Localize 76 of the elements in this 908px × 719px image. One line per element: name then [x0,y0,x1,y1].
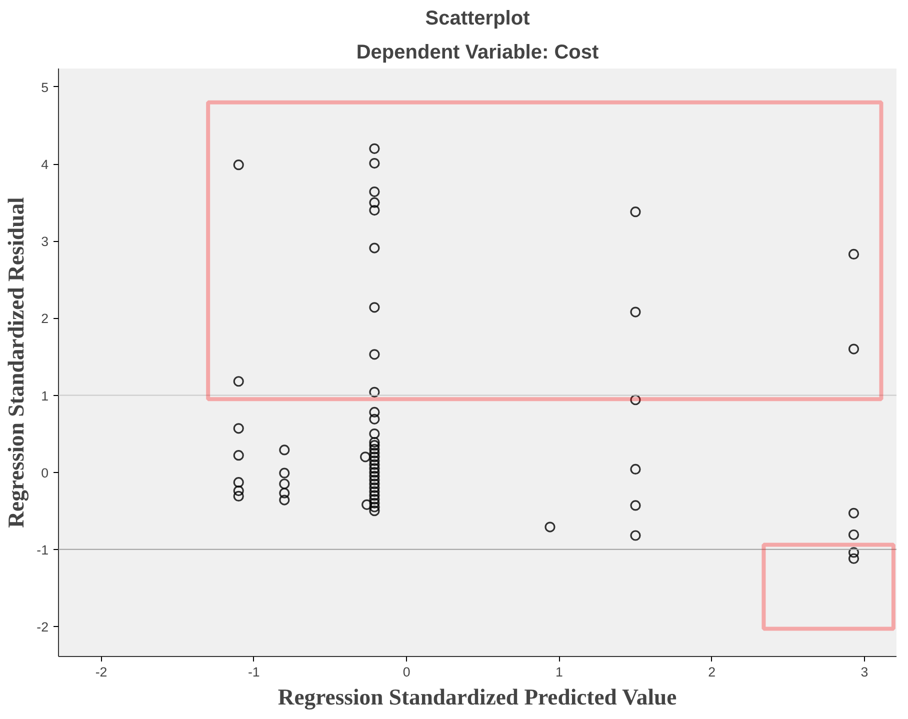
point [369,302,380,313]
y-tick-label: -1 [36,542,49,558]
point [233,423,244,434]
point [233,477,244,488]
point [233,376,244,387]
x-tick-label: 2 [708,664,716,680]
point [369,455,380,466]
point [279,468,290,478]
point [369,486,380,497]
y-tick-label: 4 [41,157,50,172]
point [630,500,641,511]
point [233,450,244,461]
point [369,186,380,198]
point [848,248,860,260]
point [369,494,380,505]
point [369,406,380,418]
point [848,547,860,558]
point [544,522,556,532]
point [369,440,380,451]
point [279,478,290,490]
y-tick-label: 0 [41,465,49,480]
x-tick-label: 3 [860,664,868,680]
point [369,467,380,478]
point [369,482,380,494]
point [233,160,244,170]
point [630,530,641,541]
point [369,459,380,470]
point [369,474,380,486]
point [848,529,860,540]
chart-subtitle: Dependent Variable: Cost [356,42,599,64]
y-axis-title: Regression Standardized Residual [4,197,29,528]
point [233,486,244,496]
point [233,490,244,502]
x-tick-label: 0 [402,664,410,680]
x-tick-label: 1 [555,664,563,680]
y-tick-label: -2 [36,619,49,634]
point [369,502,380,512]
point [369,506,380,516]
point [279,444,290,456]
y-tick-label: 1 [41,388,49,404]
point [848,553,860,564]
point [848,508,860,518]
chart-title: Scatterplot [425,8,530,30]
point [369,414,380,424]
point [369,242,380,254]
point [369,478,380,490]
point [369,498,380,508]
point [369,143,380,154]
point [369,386,380,398]
point [369,444,380,454]
point [369,490,380,501]
y-tick-label: 3 [41,234,49,250]
point [369,452,380,462]
point [369,428,380,440]
point [630,464,641,475]
point [848,344,860,354]
point [369,436,380,448]
point [369,197,380,208]
point [279,494,290,506]
point [369,349,380,360]
point [369,205,380,216]
point [369,448,380,458]
point [630,306,641,318]
y-tick-label: 2 [41,311,49,326]
x-axis-title: Regression Standardized Predicted Value [278,684,677,710]
x-tick-label: -2 [95,664,108,680]
point [362,499,372,510]
x-tick-label: -1 [248,664,260,680]
point [360,452,371,462]
point [279,488,290,498]
point [630,206,641,218]
point [369,158,380,169]
point [369,470,380,482]
point [369,463,380,474]
y-tick-label: 5 [41,80,49,95]
point [630,394,641,406]
